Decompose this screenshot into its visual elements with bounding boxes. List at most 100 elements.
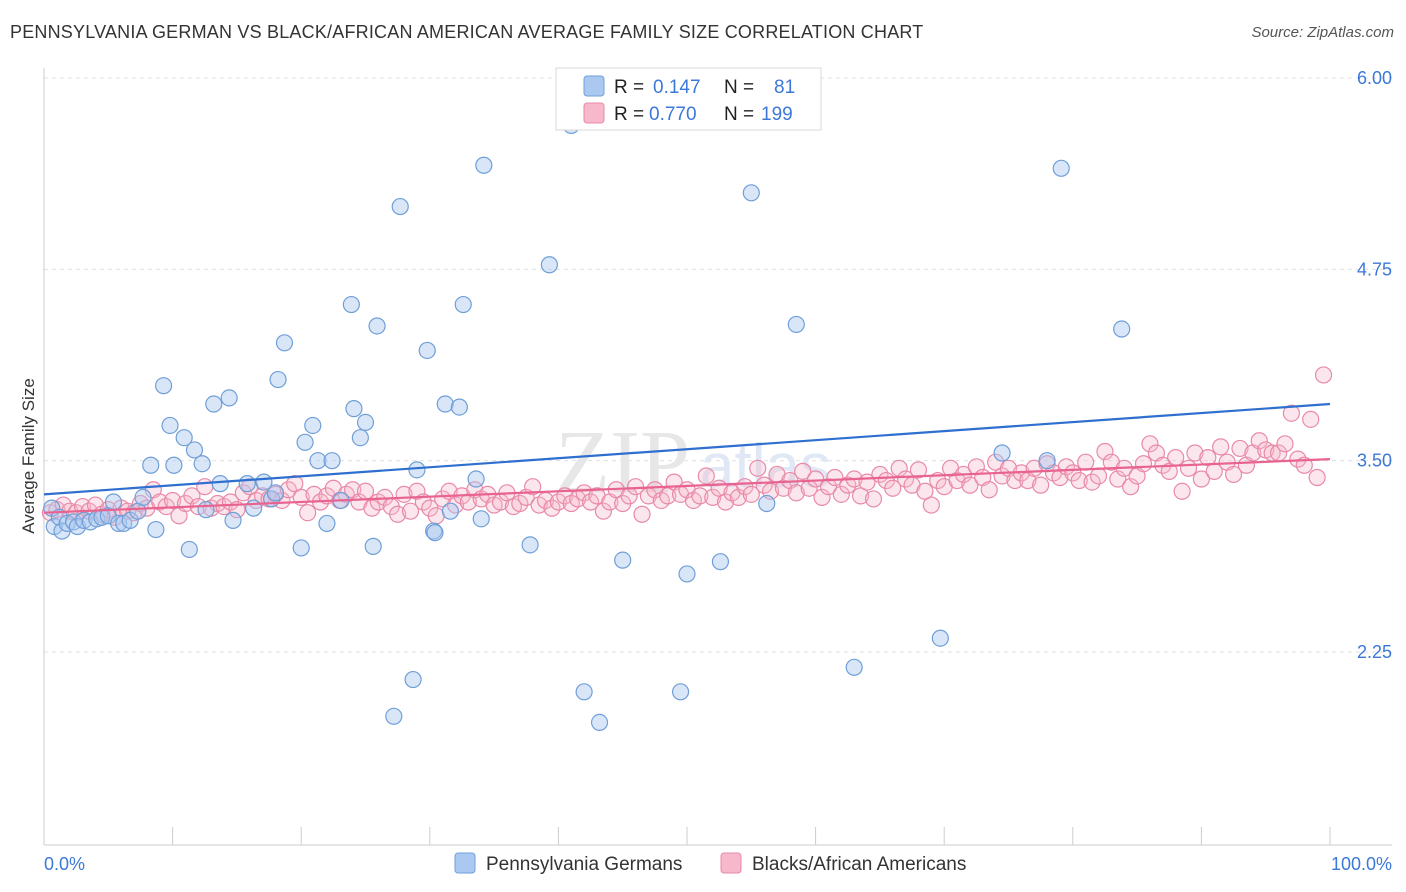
- scatter-point-blacks-african-americans: [716, 493, 735, 511]
- y-tick-label: 6.00: [1357, 68, 1392, 88]
- scatter-point-pennsylvania-germans: [441, 502, 459, 520]
- scatter-point-blacks-african-americans: [1199, 449, 1217, 467]
- scatter-point-blacks-african-americans: [511, 494, 529, 513]
- scatter-point-pennsylvania-germans: [454, 295, 472, 314]
- scatter-point-blacks-african-americans: [1224, 465, 1243, 484]
- scatter-point-blacks-african-americans: [356, 482, 375, 500]
- scatter-point-pennsylvania-germans: [292, 539, 310, 557]
- bottom-legend-label-2: Blacks/African Americans: [752, 854, 966, 875]
- bottom-legend-label-1: Pennsylvania Germans: [486, 854, 682, 875]
- scatter-point-pennsylvania-germans: [304, 416, 322, 435]
- scatter-point-blacks-african-americans: [1250, 432, 1268, 450]
- scatter-point-pennsylvania-germans: [266, 484, 285, 502]
- scatter-point-blacks-african-americans: [594, 502, 613, 520]
- scatter-point-pennsylvania-germans: [418, 341, 436, 360]
- scatter-point-blacks-african-americans: [961, 476, 979, 494]
- scatter-point-pennsylvania-germans: [364, 537, 382, 555]
- scatter-point-pennsylvania-germans: [197, 501, 215, 519]
- scatter-point-pennsylvania-germans: [275, 334, 294, 352]
- scatter-point-blacks-african-americans: [286, 475, 304, 493]
- scatter-point-pennsylvania-germans: [671, 683, 690, 701]
- scatter-point-blacks-african-americans: [543, 499, 561, 517]
- scatter-point-blacks-african-americans: [839, 476, 857, 494]
- scatter-point-blacks-african-americans: [948, 471, 966, 490]
- scatter-point-blacks-african-americans: [1089, 467, 1108, 485]
- scatter-point-pennsylvania-germans: [467, 470, 485, 488]
- scatter-point-pennsylvania-germans: [472, 510, 490, 528]
- scatter-point-pennsylvania-germans: [205, 395, 223, 413]
- scatter-point-blacks-african-americans: [1077, 453, 1095, 471]
- scatter-point-blacks-african-americans: [164, 491, 182, 510]
- scatter-point-pennsylvania-germans: [224, 511, 242, 529]
- scatter-point-blacks-african-americans: [704, 488, 722, 507]
- scatter-point-blacks-african-americans: [1122, 478, 1140, 496]
- scatter-point-pennsylvania-germans: [931, 629, 949, 647]
- scatter-point-pennsylvania-germans: [787, 315, 805, 334]
- scatter-point-pennsylvania-germans: [318, 514, 336, 533]
- legend-n-label-2: N =: [724, 104, 754, 125]
- scatter-point-pennsylvania-germans: [436, 395, 454, 413]
- scatter-point-pennsylvania-germans: [238, 475, 256, 493]
- scatter-point-blacks-african-americans: [819, 478, 838, 496]
- scatter-point-pennsylvania-germans: [342, 295, 360, 314]
- scatter-point-blacks-african-americans: [1109, 470, 1127, 488]
- scatter-point-pennsylvania-germans: [296, 433, 314, 451]
- legend-swatch-pink: [583, 102, 605, 124]
- scatter-point-pennsylvania-germans: [475, 156, 493, 174]
- legend-r-label-1: R =: [614, 77, 644, 98]
- scatter-point-blacks-african-americans: [575, 484, 593, 502]
- scatter-point-pennsylvania-germans: [1113, 320, 1131, 338]
- scatter-point-blacks-african-americans: [427, 507, 445, 525]
- scatter-point-blacks-african-americans: [1134, 455, 1153, 473]
- scatter-point-pennsylvania-germans: [678, 565, 696, 583]
- scatter-point-blacks-african-americans: [922, 496, 940, 514]
- scatter-point-blacks-african-americans: [1302, 410, 1320, 428]
- correlation-legend: R = 0.147 N = 81 R = 0.770 N = 199: [555, 67, 822, 131]
- scatter-point-blacks-african-americans: [980, 481, 998, 499]
- scatter-point-pennsylvania-germans: [142, 456, 160, 474]
- scatter-point-blacks-african-americans: [1173, 482, 1191, 500]
- scatter-point-pennsylvania-germans: [154, 377, 173, 395]
- scatter-point-blacks-african-americans: [196, 478, 214, 496]
- scatter-point-blacks-african-americans: [1160, 462, 1178, 480]
- scatter-point-pennsylvania-germans: [711, 553, 730, 571]
- y-tick-label: 4.75: [1357, 259, 1392, 279]
- y-tick-labels: 2.25 3.50 4.75 6.00: [1357, 68, 1392, 662]
- scatter-point-pennsylvania-germans: [385, 707, 403, 725]
- scatter-point-blacks-african-americans: [794, 462, 812, 480]
- scatter-point-pennsylvania-germans: [356, 413, 375, 431]
- scatter-point-pennsylvania-germans: [245, 499, 263, 517]
- scatter-point-pennsylvania-germans: [368, 317, 386, 335]
- scatter-point-blacks-african-americans: [806, 470, 825, 488]
- scatter-point-pennsylvania-germans: [391, 197, 409, 216]
- scatter-point-pennsylvania-germans: [269, 370, 287, 389]
- legend-r-value-1: 0.147: [653, 77, 701, 98]
- scatter-point-pennsylvania-germans: [75, 511, 93, 529]
- chart-title: PENNSYLVANIA GERMAN VS BLACK/AFRICAN AME…: [10, 22, 924, 42]
- scatter-point-blacks-african-americans: [279, 481, 297, 499]
- scatter-point-pennsylvania-germans: [323, 452, 341, 470]
- scatter-point-blacks-african-americans: [742, 485, 760, 503]
- source-note: Source: ZipAtlas.com: [1251, 24, 1394, 41]
- scatter-point-blacks-african-americans: [1096, 442, 1114, 461]
- scatter-point-blacks-african-americans: [659, 487, 677, 505]
- scatter-point-blacks-african-americans: [729, 488, 748, 507]
- scatter-point-blacks-african-americans: [1032, 476, 1050, 494]
- scatter-point-blacks-african-americans: [299, 504, 317, 522]
- bottom-legend-swatch-pink: [720, 852, 742, 874]
- scatter-point-blacks-african-americans: [832, 485, 850, 503]
- scatter-point-blacks-african-americans: [749, 459, 767, 477]
- scatter-point-pennsylvania-germans: [220, 389, 238, 407]
- scatter-point-blacks-african-americans: [852, 487, 870, 505]
- scatter-point-blacks-african-americans: [1308, 468, 1326, 487]
- scatter-point-pennsylvania-germans: [426, 524, 444, 542]
- scatter-point-blacks-african-americans: [826, 468, 844, 487]
- scatter-point-blacks-african-americans: [755, 476, 773, 494]
- scatter-point-pennsylvania-germans: [193, 455, 211, 473]
- legend-r-label-2: R =: [614, 104, 644, 125]
- scatter-point-blacks-african-americans: [813, 488, 831, 507]
- scatter-point-pennsylvania-germans: [614, 551, 632, 569]
- scatter-point-blacks-african-americans: [1070, 471, 1088, 490]
- scatter-point-pennsylvania-germans: [345, 400, 363, 418]
